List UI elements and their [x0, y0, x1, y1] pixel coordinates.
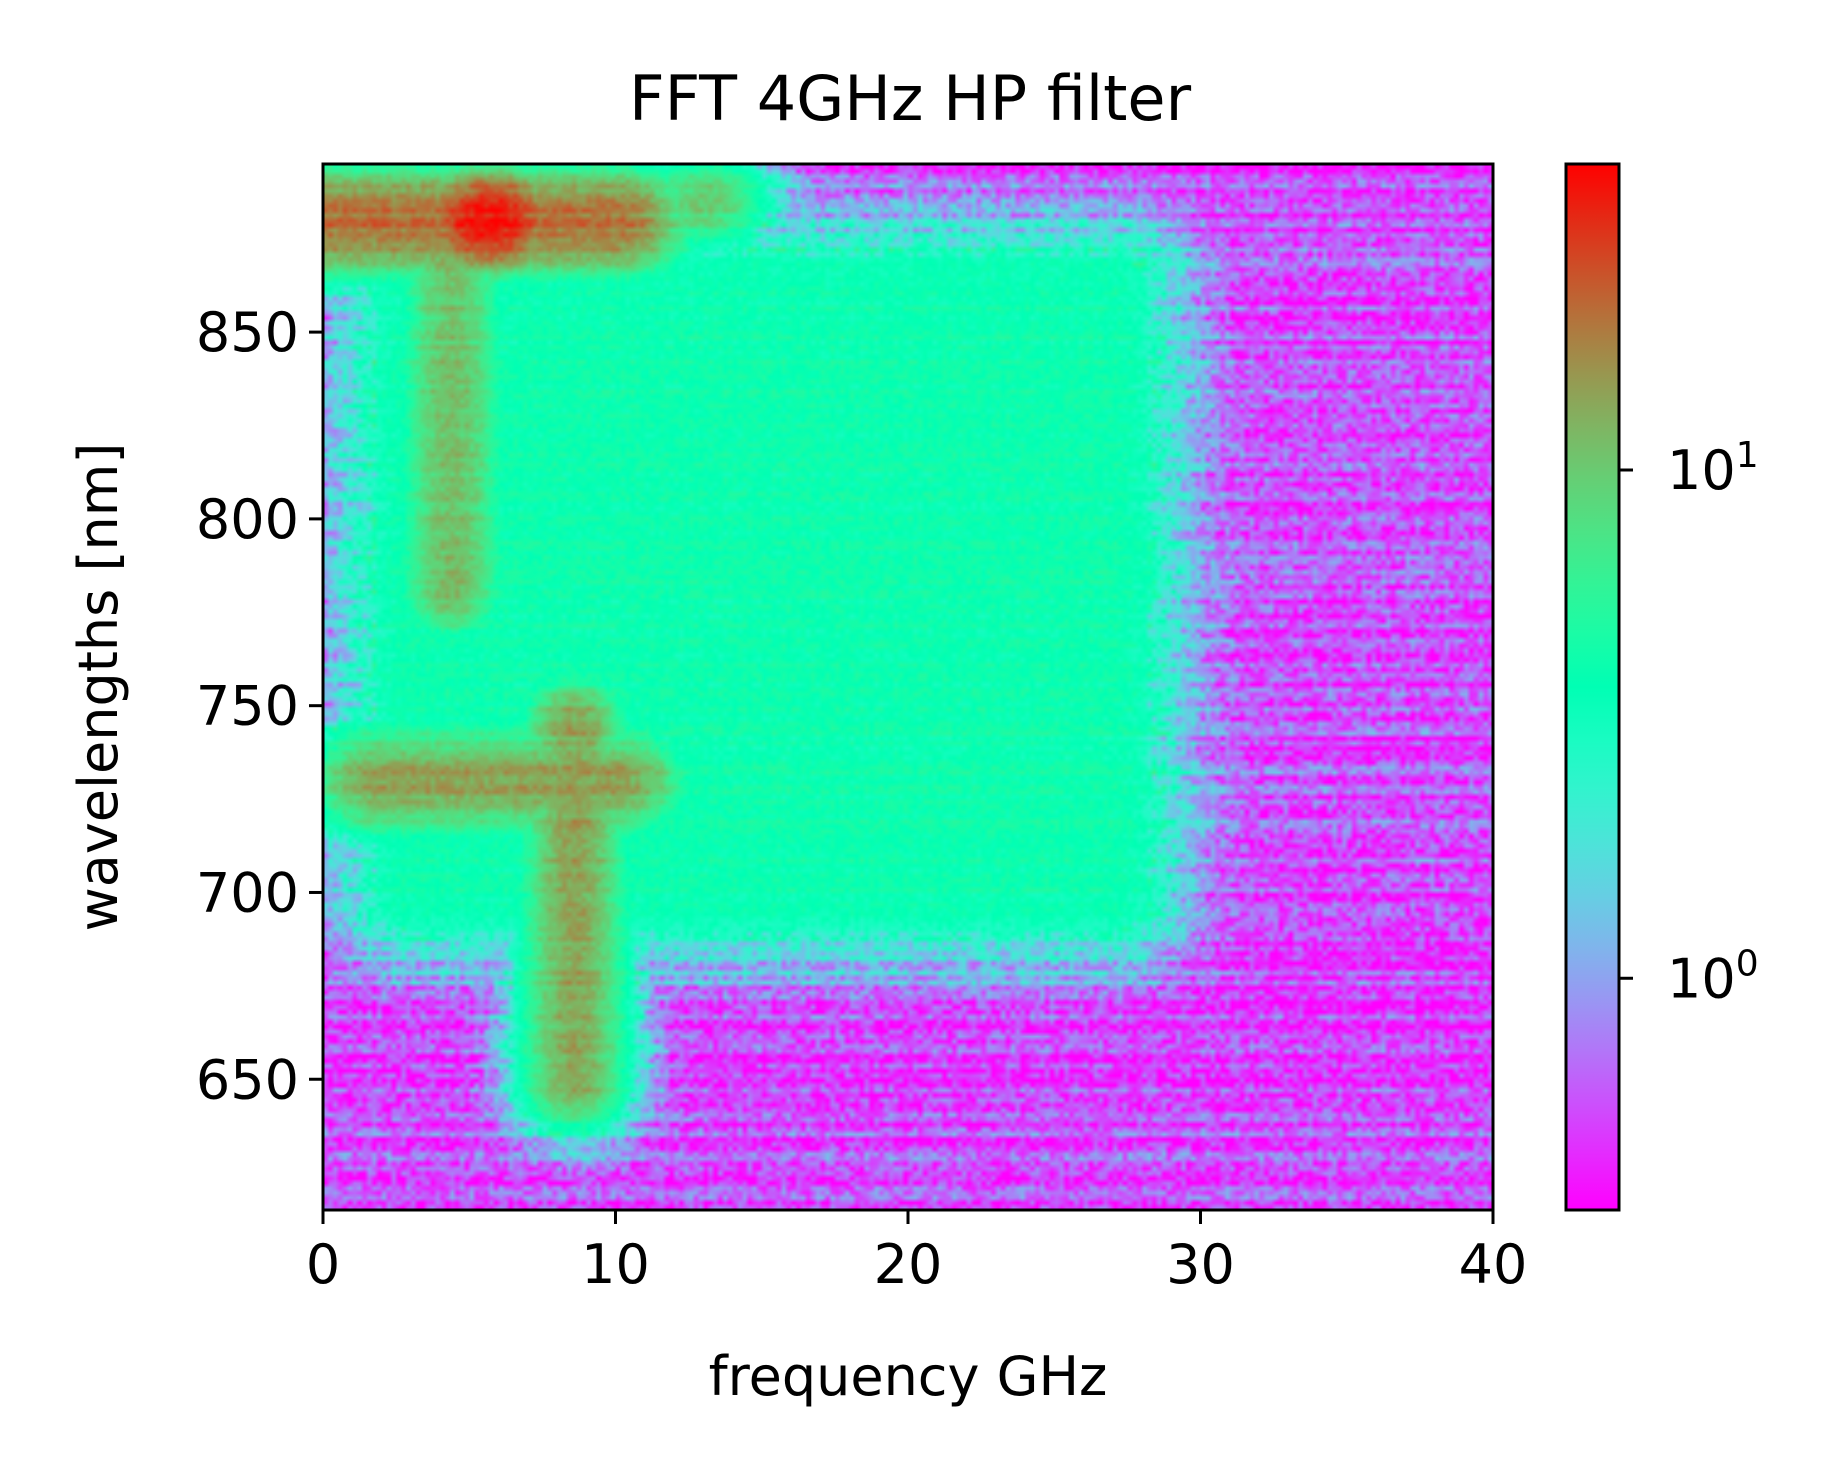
x-tick-label: 10	[581, 1233, 650, 1296]
y-tick-label: 650	[196, 1048, 299, 1111]
y-tick-label: 750	[196, 675, 299, 738]
colorbar-ticks: 100 101	[1619, 435, 1759, 1010]
heatmap-image	[323, 164, 1493, 1210]
x-axis-label: frequency GHz	[709, 1345, 1108, 1408]
x-tick-label: 30	[1166, 1233, 1235, 1296]
y-tick-label: 700	[196, 861, 299, 924]
colorbar: 100 101	[1564, 162, 1759, 1212]
x-tick-label: 0	[306, 1233, 340, 1296]
x-axis: 0 10 20 30 40	[306, 1210, 1528, 1296]
y-axis: 650 700 750 800 850	[196, 301, 323, 1111]
chart-title: FFT 4GHz HP filter	[629, 62, 1192, 135]
y-tick-label: 800	[196, 488, 299, 551]
y-axis-label: wavelengths [nm]	[67, 443, 130, 932]
x-tick-label: 40	[1459, 1233, 1528, 1296]
colorbar-tick-label: 101	[1667, 435, 1759, 502]
colorbar-frame	[1564, 162, 1621, 1212]
x-tick-label: 20	[874, 1233, 943, 1296]
colorbar-tick-label: 100	[1667, 943, 1759, 1010]
colorbar-gradient	[1566, 164, 1619, 1210]
y-tick-label: 850	[196, 301, 299, 364]
